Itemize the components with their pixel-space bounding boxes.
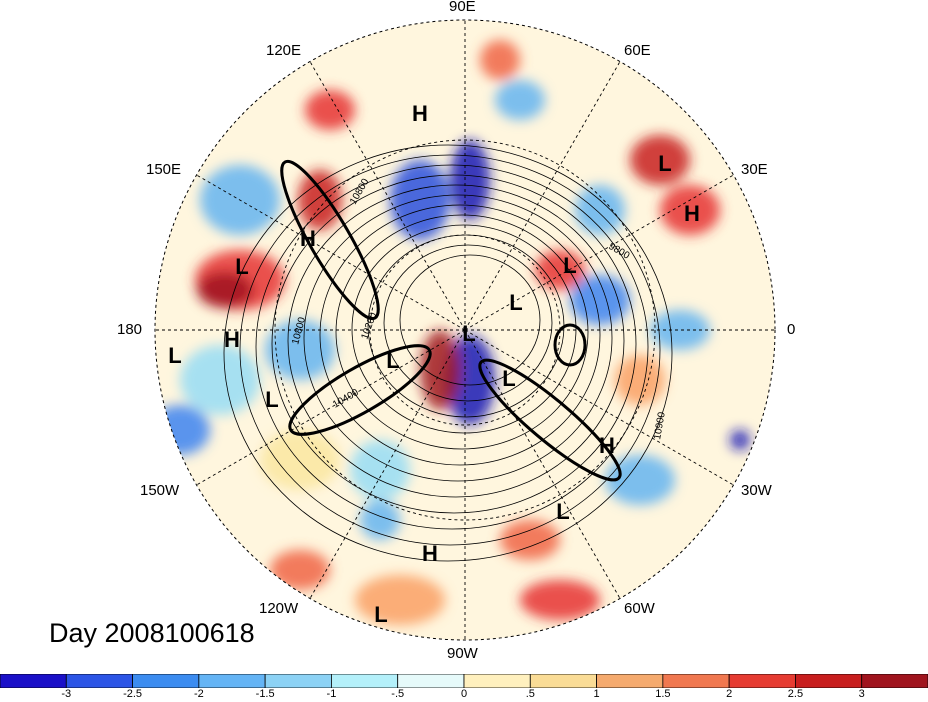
- lon-label-0: 0: [787, 321, 796, 338]
- colorbar-swatch: [264, 674, 332, 688]
- colorbar-swatch: [728, 674, 796, 688]
- contour-label: 10900: [652, 411, 668, 441]
- colorbar-swatch: [529, 674, 597, 688]
- colorbar-label: -1.5: [255, 688, 275, 700]
- colorbar-swatch: [662, 674, 730, 688]
- pressure-center-high: H: [224, 327, 240, 352]
- lon-label-60w: 60W: [624, 600, 655, 617]
- colorbar-label: 0: [460, 688, 468, 700]
- lon-label-30e: 30E: [741, 161, 768, 178]
- pressure-center-high: H: [684, 201, 700, 226]
- colorbar-swatch: [861, 674, 928, 688]
- colorbar-label: .5: [525, 688, 535, 700]
- lon-label-180: 180: [117, 321, 143, 338]
- map-boundary: [154, 19, 776, 641]
- colorbar-swatch: [463, 674, 531, 688]
- lon-label-90e: 90E: [449, 0, 476, 15]
- colorbar: [0, 674, 928, 688]
- lon-label-120w: 120W: [259, 600, 299, 617]
- colorbar-label: -2.5: [123, 688, 143, 700]
- lon-label-60e: 60E: [624, 42, 651, 59]
- lon-label-150w: 150W: [140, 482, 180, 499]
- lon-label-90w: 90W: [447, 645, 478, 662]
- colorbar-swatch: [596, 674, 664, 688]
- pressure-center-low: L: [168, 343, 181, 368]
- colorbar-label: -3: [61, 688, 72, 700]
- lon-label-30w: 30W: [741, 482, 772, 499]
- pressure-center-low: L: [658, 151, 671, 176]
- colorbar-swatch: [0, 674, 67, 688]
- pressure-center-low: L: [386, 348, 399, 373]
- colorbar-label: 1: [593, 688, 600, 700]
- pressure-center-low: L: [374, 602, 387, 627]
- pressure-center-high: H: [422, 541, 438, 566]
- lon-label-120e: 120E: [266, 42, 302, 59]
- day-label: Day 2008100618: [49, 618, 255, 648]
- graticule: [155, 20, 775, 640]
- pressure-center-high: H: [599, 433, 615, 458]
- colorbar-label: 2: [726, 688, 733, 700]
- colorbar-swatch: [132, 674, 200, 688]
- pressure-center-low: L: [235, 254, 248, 279]
- pressure-center-low: L: [462, 321, 475, 346]
- pressure-center-low: L: [556, 499, 569, 524]
- colorbar-label: -2: [193, 688, 204, 700]
- colorbar-swatch: [65, 674, 133, 688]
- lon-label-150e: 150E: [146, 161, 182, 178]
- colorbar-swatch: [795, 674, 863, 688]
- colorbar-swatch: [397, 674, 465, 688]
- pressure-center-high: H: [300, 226, 316, 251]
- pressure-center-low: L: [265, 387, 278, 412]
- colorbar-label: -1: [326, 688, 337, 700]
- colorbar-swatch: [331, 674, 399, 688]
- colorbar-label: 1.5: [655, 688, 671, 700]
- pressure-center-low: L: [502, 366, 515, 391]
- colorbar-swatch: [198, 674, 266, 688]
- colorbar-label: -.5: [391, 688, 405, 700]
- pressure-center-low: L: [509, 290, 522, 315]
- colorbar-label: 3: [858, 688, 865, 700]
- pressure-center-high: H: [412, 101, 428, 126]
- pressure-center-low: L: [563, 253, 576, 278]
- colorbar-label: 2.5: [787, 688, 804, 700]
